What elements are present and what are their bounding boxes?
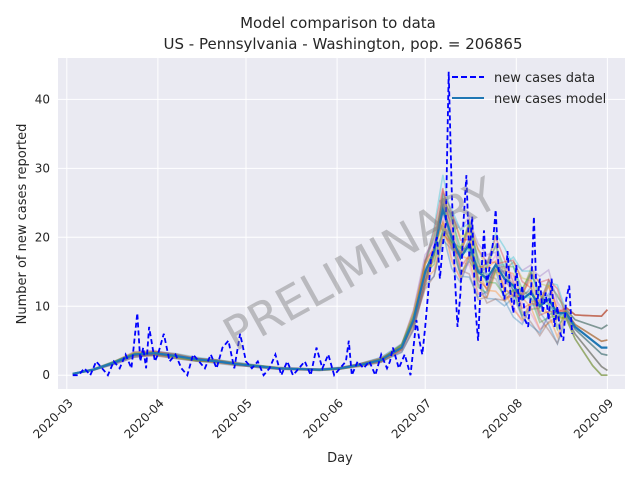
y-axis-label: Number of new cases reported [15,124,30,325]
data-line [72,71,573,379]
x-axis-label: Day [327,451,353,466]
plot-area [58,58,625,389]
y-tick-label: 30 [35,161,50,175]
y-tick-label: 20 [35,230,50,244]
chart-title: Model comparison to data [240,14,436,32]
chart-subtitle: US - Pennsylvania - Washington, pop. = 2… [164,35,523,53]
y-tick-label: 0 [42,368,50,382]
legend-label-model: new cases model [494,92,606,107]
y-tick-label: 10 [35,299,50,313]
y-tick-label: 40 [35,92,50,106]
legend-label-data: new cases data [494,71,595,86]
y-axis: 0 10 20 30 40 [35,92,50,382]
ensemble-line [72,174,608,375]
ensemble-line [72,191,608,375]
legend: new cases data new cases model [452,71,606,107]
series-lines [72,71,608,379]
